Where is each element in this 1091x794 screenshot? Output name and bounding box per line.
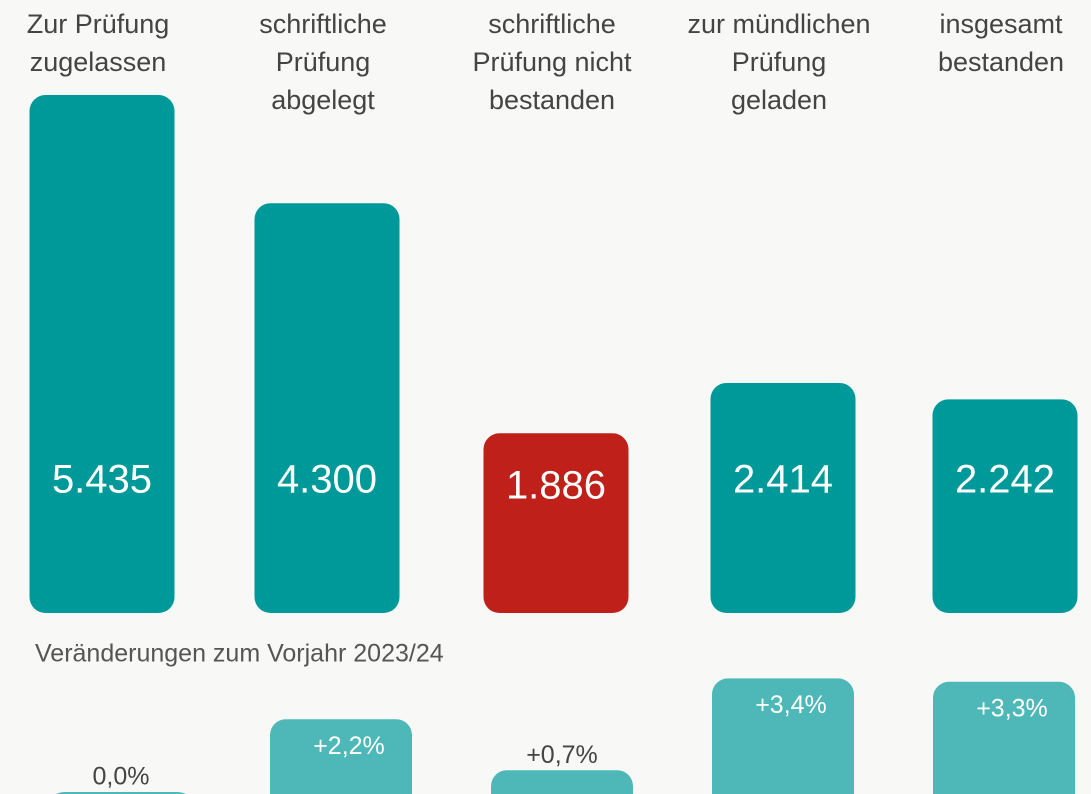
bar: [483, 433, 629, 613]
bar: [254, 203, 400, 613]
category-label: Prüfung: [276, 47, 371, 77]
subtitle: Veränderungen zum Vorjahr 2023/24: [35, 640, 444, 668]
category-label: zur mündlichen: [687, 9, 870, 39]
category-label: Prüfung: [732, 47, 827, 77]
category-label: bestanden: [938, 47, 1064, 77]
category-label: schriftliche: [259, 9, 387, 39]
bar: [29, 95, 175, 614]
value-label: 4.300: [277, 458, 377, 502]
category-label: bestanden: [489, 85, 615, 115]
bar: [491, 770, 633, 794]
value-label: 5.435: [52, 458, 152, 502]
category-label: geladen: [731, 85, 827, 115]
category-label: abgelegt: [271, 85, 375, 115]
value-label: 1.886: [506, 464, 606, 508]
value-label: +3,4%: [755, 691, 827, 719]
value-label: 2.414: [733, 458, 833, 502]
bar: [932, 399, 1078, 613]
category-label: insgesamt: [939, 9, 1063, 39]
category-label: zugelassen: [30, 47, 167, 77]
bar: [933, 681, 1075, 794]
value-label: +0,7%: [526, 741, 598, 769]
category-label: Zur Prüfung: [27, 9, 170, 39]
bar: [710, 382, 856, 613]
value-label: 2.242: [955, 458, 1055, 502]
category-label: schriftliche: [488, 9, 616, 39]
category-label: Prüfung nicht: [472, 47, 632, 77]
value-label: +2,2%: [313, 732, 385, 760]
bar: [270, 719, 412, 794]
bar: [712, 678, 854, 794]
value-label: +3,3%: [976, 694, 1048, 722]
value-label: 0,0%: [93, 763, 150, 791]
